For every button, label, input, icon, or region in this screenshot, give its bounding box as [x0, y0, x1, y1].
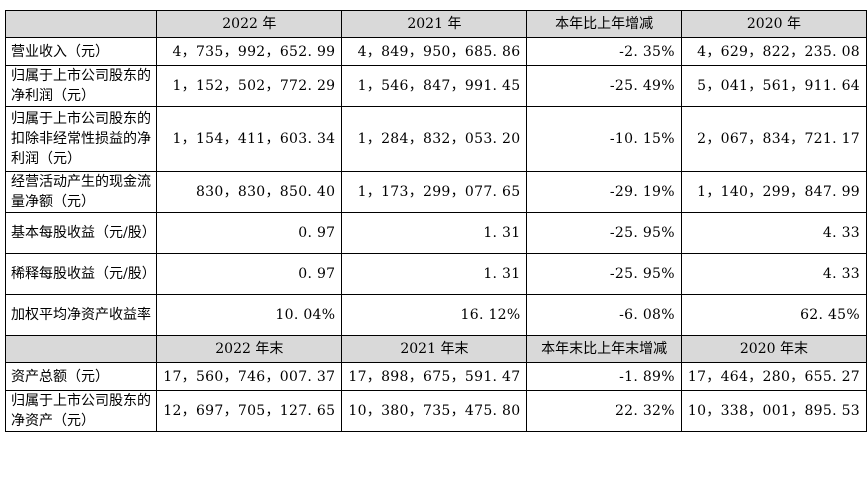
table-row: 归属于上市公司股东的扣除非经常性损益的净利润（元） 1，154，411，603.… — [4, 106, 867, 172]
cell-2022: 0. 97 — [156, 253, 343, 295]
header-change-end: 本年末比上年末增减 — [526, 335, 682, 363]
header-2020-end: 2020 年末 — [680, 335, 867, 363]
row-label: 加权平均净资产收益率 — [4, 294, 158, 336]
row-label: 经营活动产生的现金流量净额（元） — [4, 171, 158, 213]
financial-table-wrapper: 2022 年 2021 年 本年比上年增减 2020 年 营业收入（元） 4，7… — [4, 10, 867, 432]
table-row: 稀释每股收益（元/股） 0. 97 1. 31 -25. 95% 4. 33 — [4, 253, 867, 295]
cell-2021: 1. 31 — [341, 212, 528, 254]
cell-2020: 4. 33 — [680, 253, 867, 295]
cell-2021: 1，284，832，053. 20 — [341, 106, 528, 172]
header-2020: 2020 年 — [680, 10, 867, 38]
cell-change: -6. 08% — [526, 294, 682, 336]
table-row: 资产总额（元） 17，560，746，007. 37 17，898，675，59… — [4, 362, 867, 391]
cell-2022: 1，154，411，603. 34 — [156, 106, 343, 172]
cell-2021: 17，898，675，591. 47 — [341, 362, 528, 391]
cell-2021: 1，173，299，077. 65 — [341, 171, 528, 213]
table-row: 加权平均净资产收益率 10. 04% 16. 12% -6. 08% 62. 4… — [4, 294, 867, 336]
header-2021: 2021 年 — [341, 10, 528, 38]
cell-change: -10. 15% — [526, 106, 682, 172]
header-2021-end: 2021 年末 — [341, 335, 528, 363]
cell-2021: 10，380，735，475. 80 — [341, 390, 528, 432]
cell-2020: 4. 33 — [680, 212, 867, 254]
cell-change: -25. 95% — [526, 253, 682, 295]
header-change: 本年比上年增减 — [526, 10, 682, 38]
cell-2021: 1. 31 — [341, 253, 528, 295]
table-row: 营业收入（元） 4，735，992，652. 99 4，849，950，685.… — [4, 37, 867, 66]
header-row-period-end: 2022 年末 2021 年末 本年末比上年末增减 2020 年末 — [4, 335, 867, 363]
cell-change: -2. 35% — [526, 37, 682, 66]
cell-2020: 17，464，280，655. 27 — [680, 362, 867, 391]
cell-change: -29. 19% — [526, 171, 682, 213]
cell-change: -25. 49% — [526, 65, 682, 107]
header-2022-end: 2022 年末 — [156, 335, 343, 363]
cell-2022: 4，735，992，652. 99 — [156, 37, 343, 66]
table-row: 归属于上市公司股东的净利润（元） 1，152，502，772. 29 1，546… — [4, 65, 867, 107]
table-row: 经营活动产生的现金流量净额（元） 830，830，850. 40 1，173，2… — [4, 171, 867, 213]
row-label: 资产总额（元） — [4, 362, 158, 391]
header-row: 2022 年 2021 年 本年比上年增减 2020 年 — [4, 10, 867, 38]
cell-2021: 1，546，847，991. 45 — [341, 65, 528, 107]
row-label: 稀释每股收益（元/股） — [4, 253, 158, 295]
cell-2022: 830，830，850. 40 — [156, 171, 343, 213]
header-blank — [4, 335, 158, 363]
cell-2022: 1，152，502，772. 29 — [156, 65, 343, 107]
cell-2020: 5，041，561，911. 64 — [680, 65, 867, 107]
cell-2021: 4，849，950，685. 86 — [341, 37, 528, 66]
row-label: 营业收入（元） — [4, 37, 158, 66]
header-2022: 2022 年 — [156, 10, 343, 38]
cell-2022: 17，560，746，007. 37 — [156, 362, 343, 391]
row-label: 归属于上市公司股东的净利润（元） — [4, 65, 158, 107]
row-label: 基本每股收益（元/股） — [4, 212, 158, 254]
cell-2020: 2，067，834，721. 17 — [680, 106, 867, 172]
cell-2020: 62. 45% — [680, 294, 867, 336]
table-row: 基本每股收益（元/股） 0. 97 1. 31 -25. 95% 4. 33 — [4, 212, 867, 254]
cell-2022: 10. 04% — [156, 294, 343, 336]
cell-2022: 12，697，705，127. 65 — [156, 390, 343, 432]
cell-2022: 0. 97 — [156, 212, 343, 254]
cell-2020: 1，140，299，847. 99 — [680, 171, 867, 213]
row-label: 归属于上市公司股东的净资产（元） — [4, 390, 158, 432]
cell-change: 22. 32% — [526, 390, 682, 432]
cell-2020: 4，629，822，235. 08 — [680, 37, 867, 66]
table-row: 归属于上市公司股东的净资产（元） 12，697，705，127. 65 10，3… — [4, 390, 867, 432]
cell-2020: 10，338，001，895. 53 — [680, 390, 867, 432]
header-blank — [4, 10, 158, 38]
cell-change: -25. 95% — [526, 212, 682, 254]
cell-2021: 16. 12% — [341, 294, 528, 336]
row-label: 归属于上市公司股东的扣除非经常性损益的净利润（元） — [4, 106, 158, 172]
key-financial-indicators-table: 2022 年 2021 年 本年比上年增减 2020 年 营业收入（元） 4，7… — [4, 10, 867, 432]
cell-change: -1. 89% — [526, 362, 682, 391]
